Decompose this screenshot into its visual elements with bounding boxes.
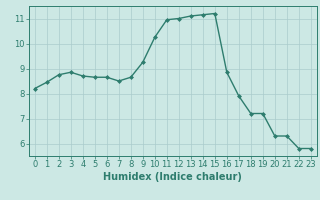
X-axis label: Humidex (Indice chaleur): Humidex (Indice chaleur) bbox=[103, 172, 242, 182]
